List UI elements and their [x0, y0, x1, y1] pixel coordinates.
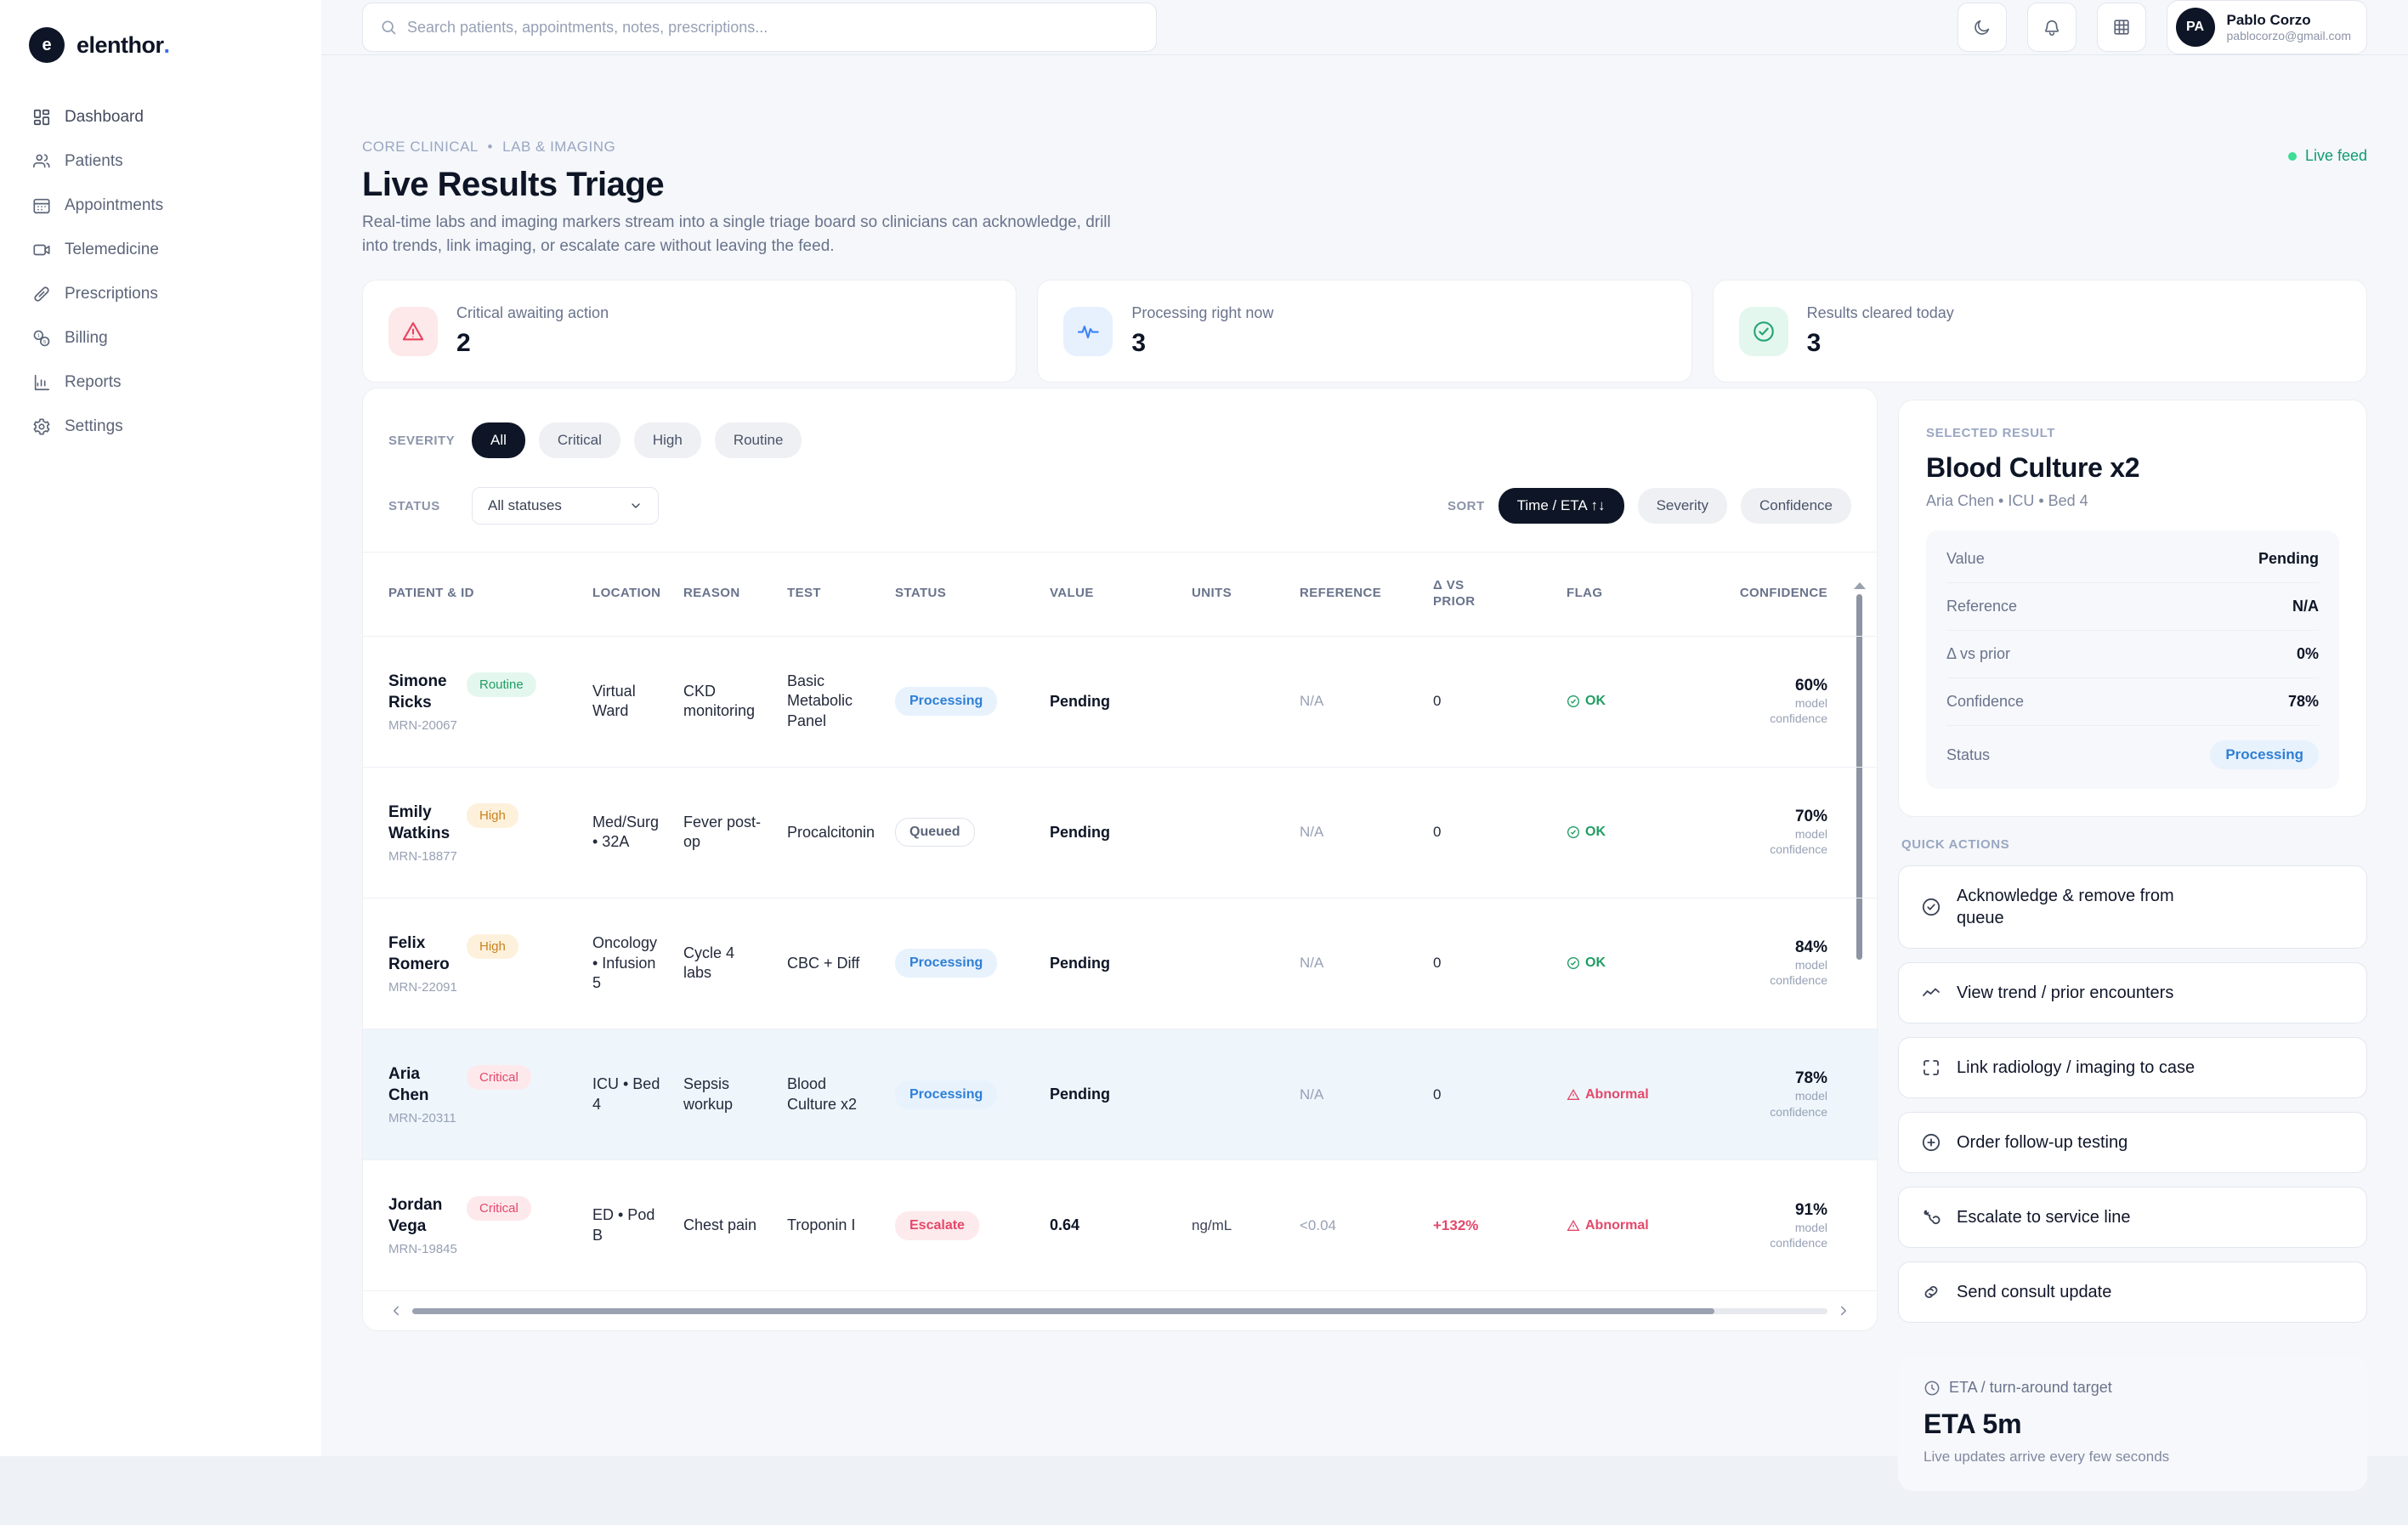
svg-text:1: 1 — [37, 334, 40, 339]
svg-text:5: 5 — [43, 340, 46, 345]
